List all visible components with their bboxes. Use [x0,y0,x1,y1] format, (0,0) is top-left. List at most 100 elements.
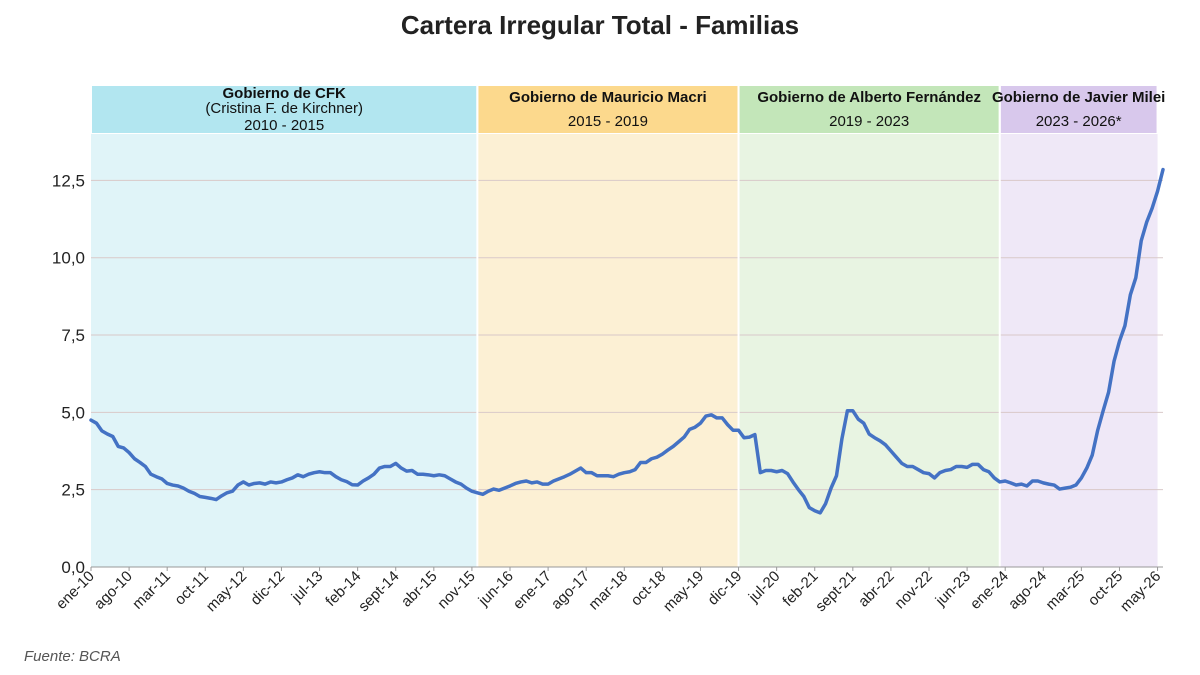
period-band-2 [477,134,739,567]
data-point [656,456,658,459]
data-point [106,433,109,435]
data-point [873,436,876,439]
x-tick-label: ago-17 [548,568,593,613]
period-years-4: 2023 - 2026* [1036,113,1122,130]
data-point [139,461,141,464]
data-point [226,491,228,494]
data-point [155,475,158,478]
data-point [737,429,740,432]
period-title-4: Gobierno de Javier Milei [992,89,1165,106]
data-point [998,481,1001,483]
data-point [514,482,517,485]
data-point [955,465,958,468]
period-header-4 [1000,86,1157,133]
data-point [498,489,500,492]
x-tick-label: jul-13 [288,568,327,607]
data-point [1156,190,1159,193]
data-point [585,471,587,474]
data-point [797,488,800,491]
data-point [389,465,392,468]
x-tick-label: sept-21 [812,568,859,615]
data-point [492,488,495,490]
data-point [318,470,321,473]
data-point [536,481,539,483]
data-point [862,422,865,424]
data-point [1075,484,1077,486]
period-band-3 [738,134,1000,567]
data-point [117,445,120,448]
data-point [879,440,881,442]
data-point [694,426,696,429]
data-point [1102,410,1104,412]
data-point [922,471,925,474]
data-point [1162,168,1164,171]
x-tick-label: jun-23 [932,568,974,610]
data-point [579,467,582,469]
data-point [356,484,359,486]
data-point [1037,480,1039,482]
period-title-1: Gobierno de CFK [223,85,347,102]
x-tick-label: ene-24 [967,568,1012,613]
source-note: Fuente: BCRA [24,648,121,665]
data-point [868,433,870,435]
x-tick-label: may-26 [1117,568,1164,615]
data-point [574,470,577,472]
data-point [144,465,147,468]
x-tick-label: nov-15 [434,568,478,612]
data-point [188,490,190,493]
data-point [160,478,163,480]
data-point [122,447,125,449]
data-point [101,430,103,432]
data-point [150,473,152,476]
data-point [384,465,386,468]
data-point [857,418,860,420]
data-point [530,482,533,484]
x-tick-label: dic-12 [247,568,288,609]
data-point [1096,429,1099,432]
data-point [830,487,832,489]
data-point [394,462,397,465]
data-point [743,436,745,439]
data-point [296,474,299,476]
data-point [634,468,636,471]
data-point [204,496,207,499]
data-point [275,482,277,484]
data-point [966,466,968,469]
data-point [460,483,462,485]
x-tick-label: dic-19 [704,568,745,609]
data-point [677,440,680,443]
data-point [345,480,348,483]
data-point [1124,324,1126,327]
x-tick-label: mar-25 [1043,568,1089,614]
data-point [1015,484,1017,486]
data-point [324,471,326,474]
data-point [547,483,549,485]
data-point [601,474,604,477]
data-point [710,414,713,416]
data-point [237,484,239,486]
x-tick-label: may-19 [660,568,707,615]
period-header-1 [92,86,477,133]
data-point [1009,482,1012,484]
data-point [541,483,544,485]
y-tick-label: 12,5 [52,171,85,190]
data-point [269,481,272,483]
data-point [803,495,805,498]
data-point [590,471,593,474]
data-point [1064,487,1066,489]
period-years-1: 2010 - 2015 [244,117,324,134]
data-point [939,471,941,474]
data-point [220,495,223,497]
data-point [949,468,952,471]
data-point [911,465,914,468]
data-point [95,422,98,424]
data-point [1091,454,1094,456]
data-point [792,481,794,483]
data-point [242,481,245,483]
data-point [280,481,283,483]
data-point [362,480,364,482]
data-point [313,471,315,474]
data-point [405,470,408,472]
data-point [1042,482,1045,484]
data-point [890,450,892,452]
